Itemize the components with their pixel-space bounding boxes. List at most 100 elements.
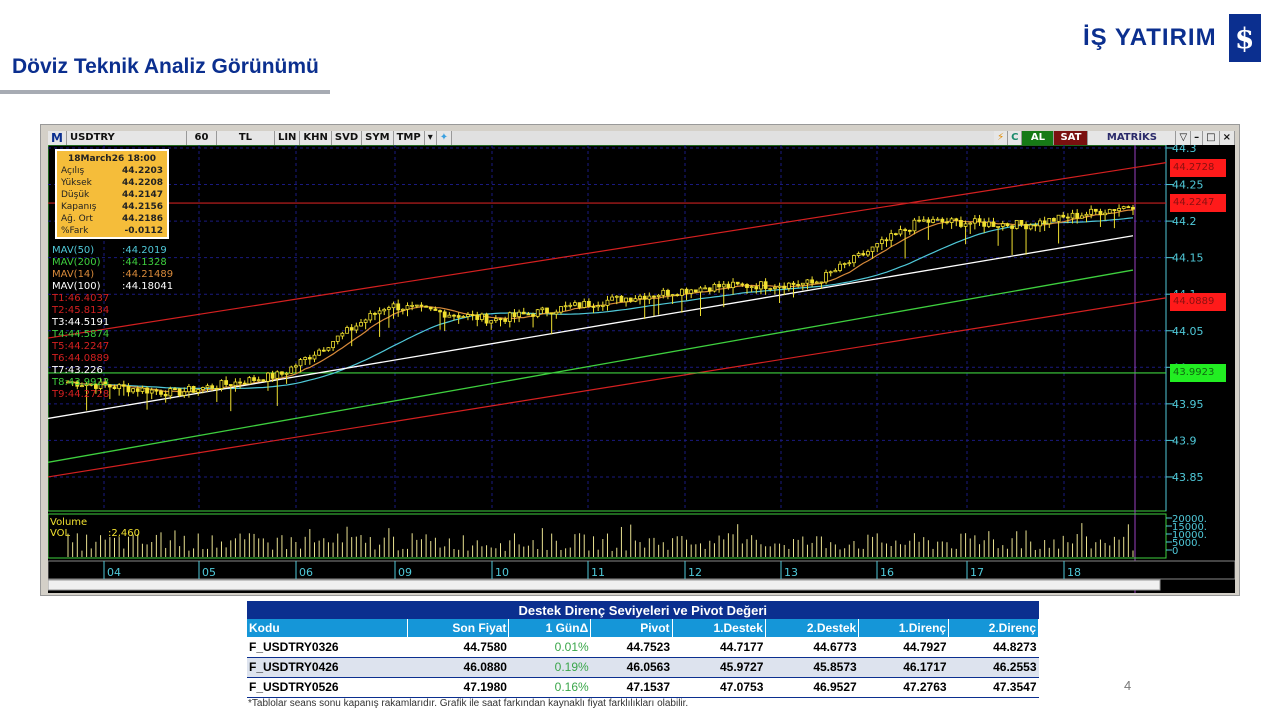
candle-body (1047, 218, 1052, 225)
indicator-item: T9:44.2728 (52, 389, 173, 401)
candle-body (577, 302, 582, 308)
column-header: 2.Destek (765, 619, 860, 637)
info-value: 44.2147 (122, 190, 163, 200)
table-cell: 47.2763 (858, 677, 949, 698)
candle-body (66, 381, 70, 384)
twitter-icon[interactable]: ✦ (436, 131, 453, 145)
candle-body (1098, 210, 1103, 216)
candle-body (270, 372, 275, 379)
candle-body (805, 279, 810, 284)
candle-body (772, 286, 777, 289)
candle-body (168, 388, 173, 397)
candle-body (247, 377, 252, 385)
candle-body (982, 221, 987, 227)
indicator-item: MAV(200):44.1328 (52, 257, 173, 269)
candle-body (368, 313, 373, 321)
table-caption: Destek Direnç Seviyeleri ve Pivot Değeri (247, 601, 1039, 619)
date-label: 10 (495, 566, 509, 579)
price-label: 44.0889 (1170, 293, 1226, 312)
indicator-label: T2:45.8134 (52, 305, 110, 316)
candle-body (1038, 220, 1042, 227)
candle-body (652, 295, 656, 298)
indicator-item: T8:43.9923 (52, 377, 173, 389)
candle-body (359, 322, 363, 327)
candle-body (852, 255, 856, 264)
candle-body (354, 325, 359, 331)
candle-body (196, 389, 201, 393)
candle-body (912, 219, 917, 232)
horizontal-scrollbar[interactable] (48, 579, 1161, 591)
indicator-label: MAV(50) (52, 245, 95, 256)
y-tick-label: 44.05 (1172, 325, 1204, 338)
candle-body (187, 386, 191, 393)
candle-body (926, 219, 931, 223)
candle-body (163, 393, 168, 397)
date-label: 16 (880, 566, 894, 579)
table-row: F_USDTRY0526 47.1980 0.16% 47.1537 47.0753 46… (247, 677, 1039, 698)
candle-body (98, 381, 103, 389)
lower-channel-line (48, 297, 1167, 478)
candle-body (600, 304, 605, 307)
candle-body (489, 320, 494, 324)
dropdown-icon[interactable]: ▾ (424, 131, 437, 145)
y-tick-label: 43.9 (1172, 434, 1197, 447)
candle-body (866, 251, 870, 256)
candle-body (396, 303, 401, 311)
close-icon[interactable]: × (1219, 131, 1235, 145)
volume-label: Volume (50, 517, 87, 528)
candle-body (284, 372, 289, 375)
tmp-button[interactable]: TMP (393, 131, 425, 145)
candle-body (782, 285, 787, 289)
refresh-icon[interactable]: C (1008, 131, 1023, 145)
price-chart[interactable]: 44.344.2544.244.1544.144.0544.43.9543.94… (48, 145, 1235, 593)
khn-button[interactable]: KHN (300, 131, 332, 145)
candle-body (131, 388, 136, 393)
candle-body (405, 305, 410, 310)
candle-body (84, 383, 89, 387)
candle-body (591, 306, 596, 308)
candle-body (307, 357, 312, 360)
candle-body (210, 385, 215, 389)
candle-body (768, 288, 773, 290)
candle-body (684, 288, 689, 294)
candle-body (1014, 219, 1019, 229)
candle-body (112, 386, 117, 389)
y-tick-label: 44.15 (1172, 252, 1204, 265)
candle-body (1112, 209, 1117, 212)
candle-body (191, 386, 196, 393)
candle-body (256, 379, 261, 382)
info-row: %Fark -0.0112 (61, 225, 163, 237)
lightning-icon[interactable]: ⚡ (994, 131, 1009, 145)
indicator-item: T4:44.5874 (52, 329, 173, 341)
buy-button[interactable]: AL (1022, 131, 1055, 145)
candle-body (1061, 214, 1066, 218)
candle-body (224, 380, 229, 385)
minimize-icon[interactable]: – (1191, 131, 1204, 145)
candle-body (238, 381, 242, 384)
period-field[interactable]: 60 (186, 131, 217, 145)
candle-body (75, 381, 80, 387)
symbol-field[interactable]: USDTRY (66, 131, 187, 145)
sell-button[interactable]: SAT (1054, 131, 1089, 145)
chart-canvas[interactable]: 44.344.2544.244.1544.144.0544.43.9543.94… (48, 145, 1235, 593)
table-cell: 0.19% (508, 657, 591, 678)
candle-body (461, 316, 466, 318)
candle-body (666, 289, 670, 296)
table-cell: 44.7177 (672, 637, 766, 658)
maximize-icon[interactable]: □ (1203, 131, 1220, 145)
currency-field[interactable]: TL (216, 131, 275, 145)
candle-body (949, 218, 954, 223)
indicator-item: T2:45.8134 (52, 305, 173, 317)
collapse-icon[interactable]: ▽ (1176, 131, 1192, 145)
chart-window: M USDTRY 60 TL LIN KHN SVD SYM TMP ▾ ✦ ⚡… (40, 124, 1240, 596)
svd-button[interactable]: SVD (331, 131, 363, 145)
candle-body (1107, 209, 1112, 214)
indicator-item: T1:46.4037 (52, 293, 173, 305)
candle-body (1075, 212, 1080, 219)
candle-body (1103, 212, 1107, 216)
y-tick-label: 44.2 (1172, 215, 1197, 228)
date-label: 09 (398, 566, 412, 579)
lin-button[interactable]: LIN (274, 131, 301, 145)
candle-body (670, 294, 675, 296)
sym-button[interactable]: SYM (362, 131, 394, 145)
